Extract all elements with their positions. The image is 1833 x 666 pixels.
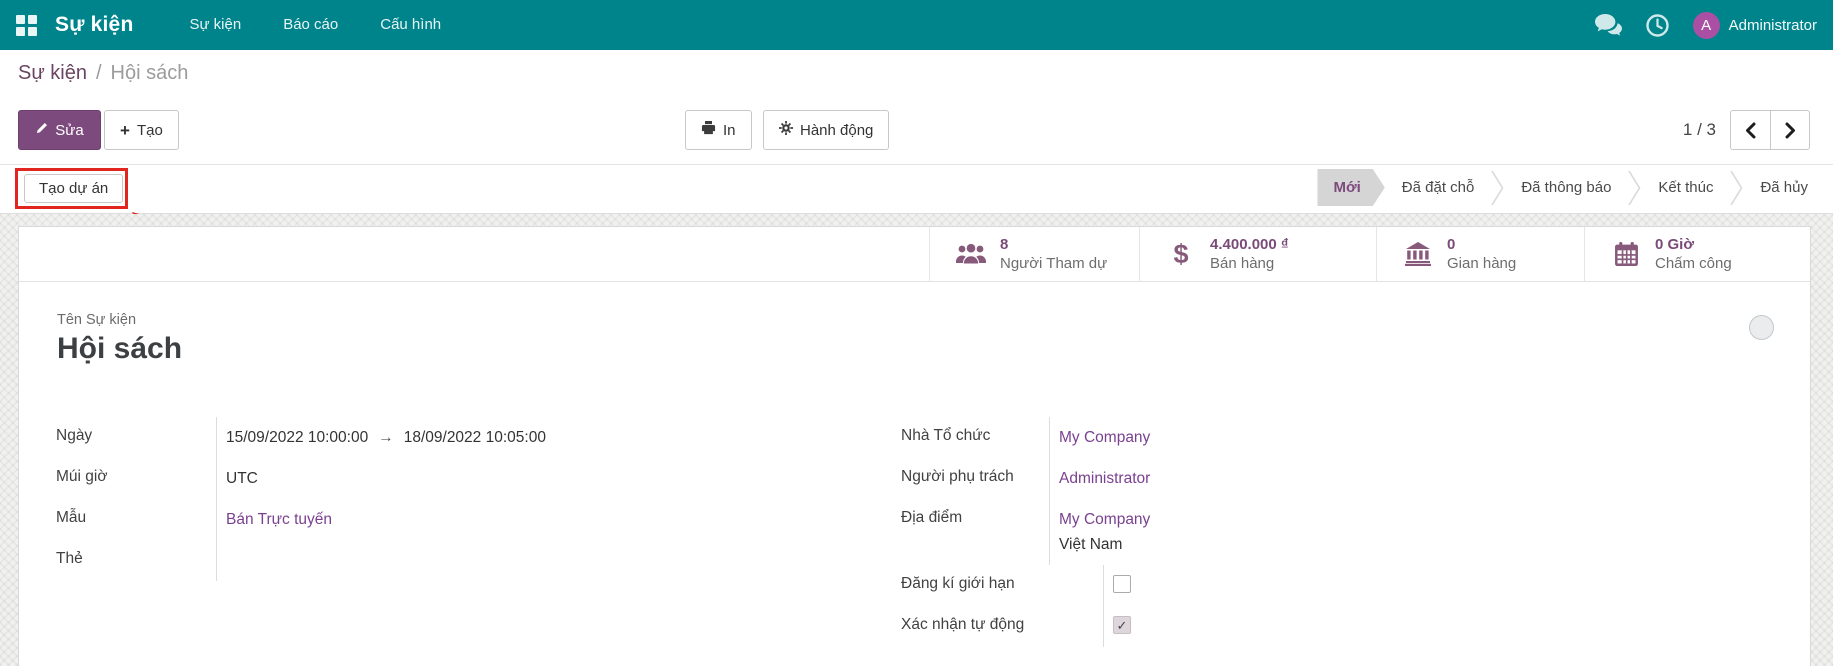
stage-ket-thuc[interactable]: Kết thúc <box>1658 179 1714 196</box>
pager-prev-button[interactable] <box>1730 110 1770 150</box>
date-range-arrow-icon: → <box>378 429 394 446</box>
stat-sales-label: Bán hàng <box>1210 255 1275 272</box>
top-navbar: Sự kiện Sự kiện Báo cáo Cấu hình A Admin… <box>0 0 1833 50</box>
gear-icon <box>779 121 793 139</box>
date-value: 15/09/2022 10:00:00 → 18/09/2022 10:05:00 <box>216 417 756 458</box>
printer-icon <box>701 121 716 139</box>
organizer-value-link[interactable]: My Company <box>1059 429 1151 446</box>
form-sheet: 8 Người Tham dự $ 4.400.000 ₫ Bán hàng <box>18 226 1811 666</box>
date-end-value[interactable]: 18/09/2022 10:05:00 <box>403 429 546 446</box>
create-project-button[interactable]: Tạo dự án <box>24 174 124 203</box>
breadcrumb: Sự kiện / Hội sách <box>0 50 1833 96</box>
stage-da-thong-bao[interactable]: Đã thông báo <box>1521 179 1612 196</box>
event-name-label: Tên Sự kiện <box>57 312 137 328</box>
menu-events[interactable]: Sự kiện <box>189 16 242 33</box>
stat-attendees-value: 8 <box>1000 236 1009 253</box>
stage-separator-icon <box>1628 170 1641 205</box>
stage-moi[interactable]: Mới <box>1317 169 1384 206</box>
stat-booths-label: Gian hàng <box>1447 255 1517 272</box>
field-row-autoconfirm: Xác nhận tự động ✓ <box>901 606 1541 647</box>
field-row-organizer: Nhà Tổ chức My Company <box>901 417 1541 458</box>
plus-icon: + <box>120 120 130 140</box>
field-row-template: Mẫu Bán Trực tuyến <box>56 499 756 540</box>
template-label: Mẫu <box>56 509 87 526</box>
field-row-date: Ngày 15/09/2022 10:00:00 → 18/09/2022 10:0… <box>56 417 756 458</box>
action-button[interactable]: Hành động <box>763 110 890 150</box>
limit-checkbox[interactable] <box>1113 575 1131 593</box>
stat-timesheet-label: Chấm công <box>1655 255 1732 272</box>
stage-separator-icon <box>1491 170 1504 205</box>
users-icon <box>954 243 988 265</box>
stage-da-dat-cho[interactable]: Đã đặt chỗ <box>1401 179 1475 196</box>
autoconfirm-label: Xác nhận tự động <box>901 616 1025 633</box>
timezone-label: Múi giờ <box>56 468 108 485</box>
stat-sales-value: 4.400.000 ₫ <box>1210 236 1289 253</box>
create-button[interactable]: + Tạo <box>104 110 179 150</box>
navbar-right: A Administrator <box>1571 11 1833 39</box>
checkmark-icon: ✓ <box>1116 617 1128 633</box>
venue-label: Địa điểm <box>901 509 963 526</box>
field-row-responsible: Người phụ trách Administrator <box>901 458 1541 499</box>
pager-count[interactable]: 1 / 3 <box>1682 120 1716 139</box>
breadcrumb-separator: / <box>95 61 102 84</box>
field-row-tags: Thẻ <box>56 540 756 581</box>
user-name[interactable]: Administrator <box>1728 16 1817 34</box>
print-button[interactable]: In <box>685 110 752 150</box>
pager-next-button[interactable] <box>1770 110 1810 150</box>
tags-label: Thẻ <box>56 550 83 567</box>
stat-timesheet-button[interactable]: 0 Giờ Chấm công <box>1584 227 1810 281</box>
responsible-label: Người phụ trách <box>901 468 1014 485</box>
field-row-limit: Đăng kí giới hạn <box>901 565 1541 606</box>
organizer-label: Nhà Tổ chức <box>901 427 991 444</box>
menu-reports[interactable]: Báo cáo <box>283 16 339 33</box>
limit-label: Đăng kí giới hạn <box>901 575 1015 592</box>
template-value-link[interactable]: Bán Trực tuyến <box>226 511 333 528</box>
chat-bubbles-icon[interactable] <box>1594 14 1622 36</box>
breadcrumb-current: Hội sách <box>110 61 189 84</box>
tags-value[interactable] <box>216 540 756 581</box>
event-image-circle[interactable] <box>1749 315 1774 340</box>
user-avatar[interactable]: A <box>1692 11 1720 39</box>
menu-config[interactable]: Cấu hình <box>380 16 442 33</box>
field-row-venue: Địa điểm My Company Việt Nam <box>901 499 1541 565</box>
statusbar: Tạo dự án Mới Đã đặt chỗ Đã thông báo Kế… <box>0 164 1833 250</box>
stat-booths-button[interactable]: 0 Gian hàng <box>1376 227 1584 281</box>
apps-grid-icon[interactable] <box>16 15 37 36</box>
stage-da-huy[interactable]: Đã hủy <box>1760 179 1808 196</box>
date-label: Ngày <box>56 427 93 444</box>
stage-separator-icon <box>1730 170 1743 205</box>
stat-attendees-label: Người Tham dự <box>1000 255 1108 272</box>
field-group-right: Nhà Tổ chức My Company Người phụ trách A… <box>901 417 1541 647</box>
stat-timesheet-value: 0 Giờ <box>1655 236 1695 253</box>
venue-value-link[interactable]: My Company <box>1059 511 1151 528</box>
form-background: 8 Người Tham dự $ 4.400.000 ₫ Bán hàng <box>0 214 1833 666</box>
activities-clock-icon[interactable] <box>1645 13 1669 37</box>
autoconfirm-checkbox[interactable]: ✓ <box>1113 616 1131 634</box>
field-group-left: Ngày 15/09/2022 10:00:00 → 18/09/2022 10:0… <box>56 417 756 581</box>
edit-button[interactable]: Sửa <box>18 110 101 150</box>
stat-attendees-button[interactable]: 8 Người Tham dự <box>929 227 1139 281</box>
stage-pipeline: Mới Đã đặt chỗ Đã thông báo Kết thúc Đã … <box>1317 169 1810 206</box>
main-menu: Sự kiện Báo cáo Cấu hình <box>168 0 462 50</box>
stat-button-box: 8 Người Tham dự $ 4.400.000 ₫ Bán hàng <box>19 227 1810 282</box>
bank-icon <box>1401 242 1435 266</box>
pager: 1 / 3 <box>1683 110 1810 150</box>
breadcrumb-parent[interactable]: Sự kiện <box>18 61 87 84</box>
event-name-title: Hội sách <box>57 332 183 365</box>
stat-booths-value: 0 <box>1447 236 1456 253</box>
stat-sales-button[interactable]: $ 4.400.000 ₫ Bán hàng <box>1139 227 1376 281</box>
calendar-icon <box>1609 241 1643 267</box>
app-title: Sự kiện <box>55 13 134 36</box>
venue-country-value: Việt Nam <box>1059 536 1123 553</box>
control-panel: Sửa + Tạo In Hành động 1 / 3 <box>0 96 1833 164</box>
dollar-icon: $ <box>1173 238 1189 269</box>
pencil-icon <box>35 122 48 139</box>
responsible-value-link[interactable]: Administrator <box>1059 470 1151 487</box>
date-start-value[interactable]: 15/09/2022 10:00:00 <box>226 429 369 446</box>
field-row-timezone: Múi giờ UTC <box>56 458 756 499</box>
timezone-value[interactable]: UTC <box>216 458 756 499</box>
